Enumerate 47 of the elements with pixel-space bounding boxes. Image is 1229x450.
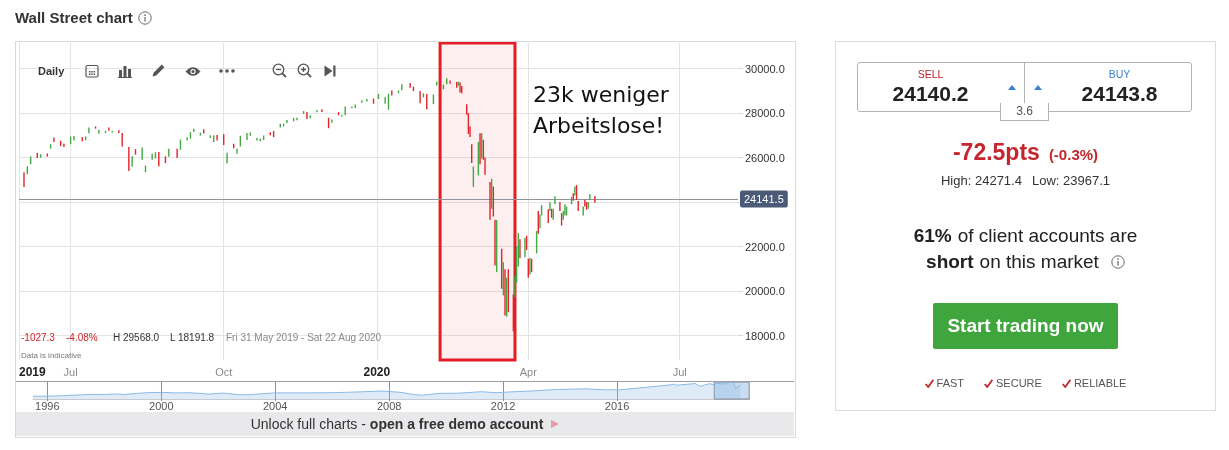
- y-tick-label: 28000.0: [745, 107, 785, 120]
- text: -72.5pts: [952, 139, 1040, 166]
- ref-line-label: 24141.5: [744, 192, 784, 205]
- annotation: Fri 31 May 2019 - Sat 22 Aug 2020: [226, 332, 382, 344]
- x-tick-label: 2016: [604, 399, 630, 412]
- y-tick-label: 26000.0: [745, 151, 785, 164]
- text: FAST: [936, 377, 965, 389]
- x-tick-label: 1996: [35, 399, 60, 412]
- x-tick-label: Apr: [519, 365, 538, 378]
- text: SECURE: [996, 377, 1042, 389]
- x-tick-label: 2020: [363, 365, 391, 379]
- text: open a free demo account: [369, 416, 544, 432]
- text: 3.6: [1000, 103, 1049, 121]
- text: BUY: [1107, 68, 1132, 81]
- y-tick-label: 22000.0: [745, 240, 785, 253]
- y-tick-label: 30000.0: [745, 62, 785, 75]
- text: Start trading now: [933, 303, 1118, 349]
- text: short: [926, 251, 974, 273]
- text: of client accounts are: [957, 225, 1138, 247]
- y-tick-label: 20000.0: [745, 285, 785, 298]
- x-tick-label: 2008: [376, 399, 402, 412]
- annotation: H 29568.0: [113, 332, 160, 344]
- text: 61%: [913, 225, 952, 247]
- annotation: L 18191.8: [170, 332, 215, 344]
- text: 24140.2: [891, 81, 970, 107]
- text: (-0.3%): [1048, 146, 1099, 163]
- x-tick-label: Jul: [672, 365, 687, 378]
- annotation: -4.08%: [66, 332, 98, 344]
- text: 24143.8: [1080, 81, 1159, 107]
- text: Unlock full charts -: [250, 416, 366, 432]
- x-tick-label: 2000: [149, 399, 174, 412]
- x-tick-label: 2019: [19, 365, 47, 379]
- x-tick-label: 2004: [262, 399, 288, 412]
- text: SELL: [916, 68, 945, 81]
- x-tick-label: Jul: [63, 365, 78, 378]
- x-tick-label: 2012: [490, 399, 516, 412]
- text: Low: 23967.1: [1031, 173, 1111, 188]
- x-tick-label: Oct: [215, 365, 233, 378]
- band-label: 23k weniger Arbeitslose!: [532, 81, 670, 140]
- text: on this market: [979, 251, 1099, 273]
- annotation: -1027.3: [21, 332, 55, 344]
- chart-title: Wall Street chart: [15, 9, 133, 26]
- text: RELIABLE: [1073, 377, 1127, 389]
- annotation: Data is indicative: [21, 350, 82, 362]
- text: High: 24271.4: [940, 173, 1022, 188]
- annotation: Daily: [38, 65, 65, 77]
- y-tick-label: 18000.0: [745, 329, 785, 342]
